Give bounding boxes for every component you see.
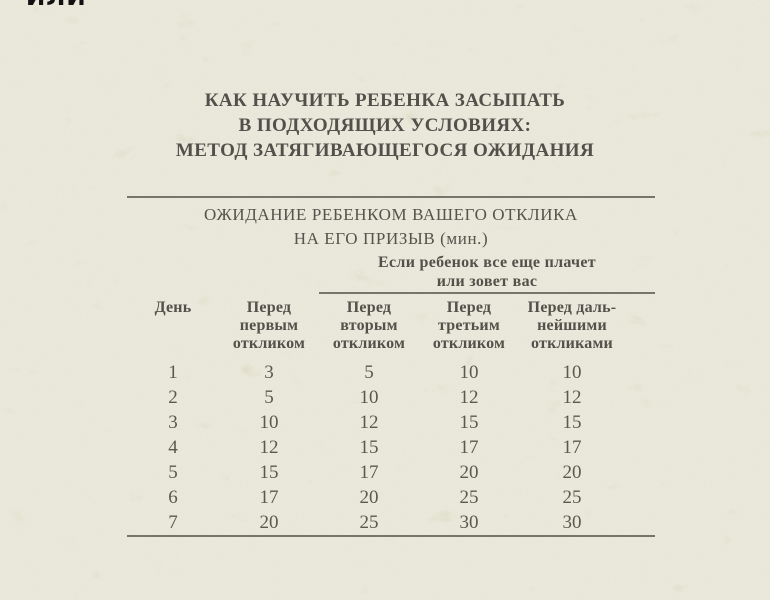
table-grid: Если ребенок все еще плачет или зовет ва… xyxy=(127,253,655,535)
span-header-spacer xyxy=(127,253,319,294)
cell-day: 6 xyxy=(168,487,178,508)
cell-day: 1 xyxy=(168,362,178,383)
cell-value: 17 xyxy=(562,437,582,458)
col-header-line: День xyxy=(154,299,192,316)
cell-value: 20 xyxy=(459,462,479,483)
cell-value: 15 xyxy=(562,412,582,433)
cell-value: 25 xyxy=(562,487,582,508)
cell-value: 30 xyxy=(562,512,582,533)
col-header-line: Перед даль- xyxy=(527,299,617,316)
cell-value: 20 xyxy=(359,487,379,508)
cell-value: 10 xyxy=(359,387,379,408)
col-header-line: откликом xyxy=(332,335,406,352)
cell-value: 12 xyxy=(359,412,379,433)
cell-day: 2 xyxy=(168,387,178,408)
cell-value: 15 xyxy=(259,462,279,483)
col-header-day: День xyxy=(127,294,219,360)
cell-day: 3 xyxy=(168,412,178,433)
table-subtitle-line-1: ОЖИДАНИЕ РЕБЕНКОМ ВАШЕГО ОТКЛИКА xyxy=(204,205,578,224)
col-header-line: откликом xyxy=(232,335,306,352)
cell-day: 4 xyxy=(168,437,178,458)
cell-value: 12 xyxy=(562,387,582,408)
cell-value: 10 xyxy=(562,362,582,383)
clipped-heading-text: ИЛИ xyxy=(26,0,116,9)
page-title-line-3: МЕТОД ЗАТЯГИВАЮЩЕГОСЯ ОЖИДАНИЯ xyxy=(175,140,595,161)
cell-value: 17 xyxy=(359,462,379,483)
col-header-line: Перед xyxy=(446,299,492,316)
cell-value: 25 xyxy=(459,487,479,508)
col-header-line: первым xyxy=(239,317,299,334)
cell-value: 12 xyxy=(259,437,279,458)
col-header-line: третьим xyxy=(438,317,500,334)
cell-value: 10 xyxy=(459,362,479,383)
col-header-line: нейшими xyxy=(537,317,607,334)
col-header-before-second-response: Перед вторым откликом xyxy=(319,294,419,360)
col-header-line: Перед xyxy=(346,299,392,316)
cell-value: 10 xyxy=(259,412,279,433)
table-subtitle-line-2: НА ЕГО ПРИЗЫВ (мин.) xyxy=(293,229,489,248)
clipped-previous-heading: ИЛИ xyxy=(26,0,116,9)
cell-value: 25 xyxy=(359,512,379,533)
col-header-before-third-response: Перед третьим откликом xyxy=(419,294,519,360)
table-subtitle: ОЖИДАНИЕ РЕБЕНКОМ ВАШЕГО ОТКЛИКА НА ЕГО … xyxy=(127,203,655,251)
cell-day: 5 xyxy=(168,462,178,483)
span-header-still-crying: Если ребенок все еще плачет или зовет ва… xyxy=(319,253,655,294)
page-title-line-2: В ПОДХОДЯЩИХ УСЛОВИЯХ: xyxy=(238,115,532,136)
cell-value: 5 xyxy=(364,362,374,383)
cell-value: 30 xyxy=(459,512,479,533)
cell-value: 3 xyxy=(264,362,274,383)
cell-value: 5 xyxy=(264,387,274,408)
page-title-line-1: КАК НАУЧИТЬ РЕБЕНКА ЗАСЫПАТЬ xyxy=(204,90,566,111)
cell-value: 12 xyxy=(459,387,479,408)
col-header-line: вторым xyxy=(340,317,398,334)
cell-value: 17 xyxy=(459,437,479,458)
col-header-before-first-response: Перед первым откликом xyxy=(219,294,319,360)
waiting-times-table: ОЖИДАНИЕ РЕБЕНКОМ ВАШЕГО ОТКЛИКА НА ЕГО … xyxy=(127,196,655,537)
page-title: КАК НАУЧИТЬ РЕБЕНКА ЗАСЫПАТЬ В ПОДХОДЯЩИ… xyxy=(0,88,770,163)
col-header-before-further-responses: Перед даль- нейшими откликами xyxy=(519,294,655,360)
cell-value: 15 xyxy=(359,437,379,458)
col-header-line: откликами xyxy=(531,335,613,352)
cell-day: 7 xyxy=(168,512,178,533)
cell-value: 20 xyxy=(562,462,582,483)
col-header-line: Перед xyxy=(246,299,292,316)
span-header-line-1: Если ребенок все еще плачет xyxy=(378,254,596,271)
span-header-line-2: или зовет вас xyxy=(436,273,538,290)
cell-value: 15 xyxy=(459,412,479,433)
col-header-line: откликом xyxy=(432,335,506,352)
cell-value: 20 xyxy=(259,512,279,533)
cell-value: 17 xyxy=(259,487,279,508)
